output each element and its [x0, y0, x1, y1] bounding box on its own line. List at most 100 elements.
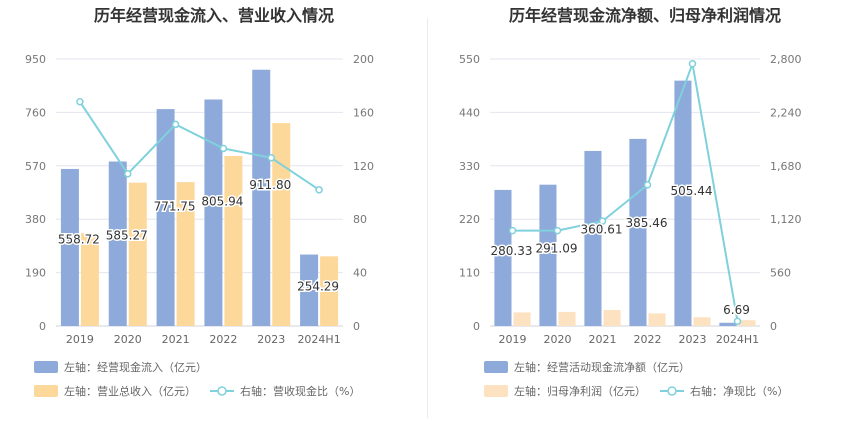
ratio-line — [512, 59, 739, 322]
x-axis-tick: 2024H1 — [716, 333, 759, 346]
x-axis-tick: 2020 — [114, 333, 142, 346]
bar-data-label: 291.09 — [536, 241, 578, 255]
chart-2: 历年经营现金流净额、归母净利润情况 0 0 110 560 220 1,120 330 1,68… — [459, 6, 802, 398]
bar-primary — [60, 168, 79, 326]
legend-label: 右轴：营收现金比（%） — [240, 384, 360, 398]
left-axis-tick: 0 — [473, 320, 480, 333]
left-axis-tick: 550 — [459, 53, 480, 66]
legend-swatch-marker — [217, 386, 227, 396]
bar-primary — [539, 184, 557, 326]
right-axis-tick: 2,240 — [770, 106, 802, 119]
bar-primary — [156, 109, 175, 327]
right-axis-tick: 1,120 — [770, 213, 802, 226]
bar-secondary — [693, 317, 711, 326]
bar-secondary — [272, 123, 291, 326]
bar-primary — [108, 161, 127, 326]
bar-data-label: 585.27 — [106, 229, 148, 243]
x-axis-tick: 2022 — [209, 333, 237, 346]
legend-label: 右轴：净现比（%） — [690, 384, 788, 398]
bar-secondary — [224, 155, 243, 326]
left-axis-tick: 220 — [459, 213, 480, 226]
ratio-point — [267, 154, 275, 162]
x-axis-tick: 2020 — [544, 333, 572, 346]
bar-data-label: 280.33 — [491, 244, 533, 258]
right-axis-tick: 80 — [353, 213, 367, 226]
panel-divider — [427, 18, 428, 418]
legend-label: 左轴：经营现金流入（亿元） — [64, 360, 207, 374]
bar-secondary — [648, 313, 666, 326]
bar-primary — [629, 138, 647, 326]
legend: 左轴：经营活动现金流净额（亿元） 左轴：归母净利润（亿元） 右轴：净现比（%） — [484, 360, 788, 398]
bar-primary — [584, 150, 602, 326]
legend-label: 左轴：归母净利润（亿元） — [514, 384, 646, 398]
ratio-point — [598, 217, 607, 225]
left-axis-tick: 760 — [25, 106, 46, 119]
ratio-point — [643, 181, 652, 189]
bar-primary — [719, 322, 737, 326]
bar-data-label: 385.46 — [626, 216, 668, 230]
bar-data-label: 360.61 — [581, 223, 623, 237]
bar-data-label: 6.69 — [723, 303, 750, 317]
bar-secondary — [558, 311, 576, 326]
bar-secondary — [513, 312, 531, 326]
left-axis-tick: 110 — [459, 267, 480, 280]
x-axis-tick: 2024H1 — [297, 333, 340, 346]
bar-primary — [300, 254, 319, 326]
left-axis-tick: 950 — [25, 53, 46, 66]
right-axis-tick: 1,680 — [770, 160, 802, 173]
legend: 左轴：经营现金流入（亿元） 左轴：营业总收入（亿元） 右轴：营收现金比（%） — [34, 360, 360, 398]
right-axis-tick: 40 — [353, 267, 367, 280]
bar-data-label: 558.72 — [58, 233, 100, 247]
x-axis-tick: 2022 — [634, 333, 662, 346]
x-axis-tick: 2019 — [499, 333, 527, 346]
x-axis-tick: 2023 — [257, 333, 285, 346]
bar-secondary — [80, 233, 99, 326]
ratio-point — [76, 97, 84, 106]
bar-data-label: 805.94 — [201, 194, 243, 208]
x-axis-tick: 2021 — [162, 333, 190, 346]
bar-data-label: 505.44 — [671, 184, 713, 198]
ratio-point — [733, 317, 742, 325]
bar-data-label: 254.29 — [297, 280, 339, 294]
bar-primary — [674, 80, 692, 326]
right-axis-tick: 560 — [770, 267, 791, 280]
right-axis-tick: 0 — [770, 320, 777, 333]
x-axis-tick: 2019 — [66, 333, 94, 346]
right-axis-tick: 200 — [353, 53, 374, 66]
x-axis-tick: 2021 — [589, 333, 617, 346]
bar-primary — [494, 189, 512, 326]
bar-secondary — [320, 256, 339, 326]
left-axis-tick: 440 — [459, 106, 480, 119]
left-axis-tick: 330 — [459, 160, 480, 173]
chart-title: 历年经营现金流净额、归母净利润情况 — [509, 6, 781, 25]
bar-secondary — [176, 182, 195, 326]
bar-secondary — [603, 309, 621, 326]
bar-secondary — [738, 320, 756, 326]
legend-swatch-bar — [484, 361, 508, 373]
ratio-point — [219, 144, 228, 153]
right-axis-tick: 120 — [353, 160, 374, 173]
left-axis-tick: 0 — [39, 320, 46, 333]
left-axis-tick: 570 — [25, 160, 46, 173]
left-axis-tick: 380 — [25, 213, 46, 226]
ratio-point — [553, 226, 562, 235]
legend-label: 左轴：营业总收入（亿元） — [64, 384, 196, 398]
ratio-point — [171, 120, 180, 129]
chart-1: 历年经营现金流入、营业收入情况 0 0 190 40 380 80 570 120 760 160 9… — [25, 6, 374, 398]
legend-label: 左轴：经营活动现金流净额（亿元） — [514, 360, 690, 374]
ratio-line — [79, 101, 320, 191]
legend-swatch-bar — [34, 361, 58, 373]
chart-title: 历年经营现金流入、营业收入情况 — [94, 6, 334, 25]
legend-swatch-bar — [34, 385, 58, 397]
legend-swatch-bar — [484, 385, 508, 397]
ratio-point — [315, 186, 323, 194]
bar-secondary — [128, 182, 147, 326]
right-axis-tick: 160 — [353, 106, 374, 119]
left-axis-tick: 190 — [25, 267, 46, 280]
ratio-point — [508, 226, 517, 235]
bar-data-label: 771.75 — [154, 200, 196, 214]
ratio-point — [688, 60, 697, 68]
legend-swatch-marker — [667, 386, 677, 396]
